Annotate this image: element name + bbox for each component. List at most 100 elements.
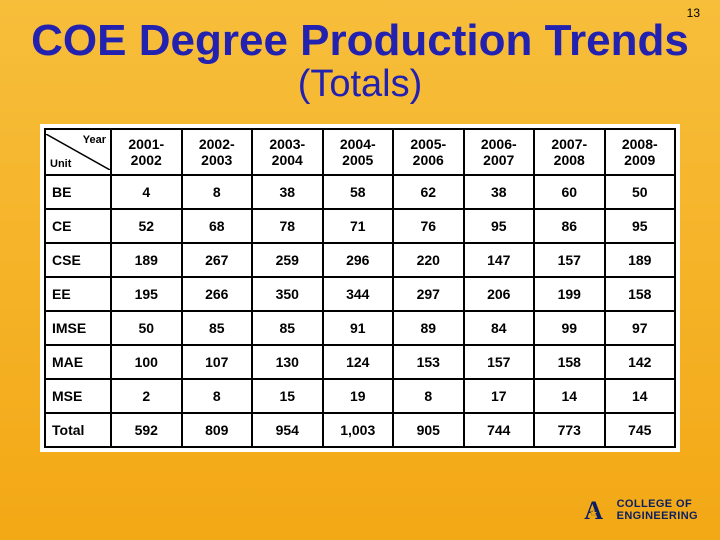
table-cell: 86 — [534, 209, 605, 243]
row-label: MSE — [45, 379, 111, 413]
table-cell: 153 — [393, 345, 464, 379]
col-header: 2007-2008 — [534, 129, 605, 175]
table-cell: 147 — [464, 243, 535, 277]
table-row: BE 4 8 38 58 62 38 60 50 — [45, 175, 675, 209]
table-cell: 8 — [182, 175, 253, 209]
table-cell: 4 — [111, 175, 182, 209]
row-label: Total — [45, 413, 111, 447]
table-cell: 15 — [252, 379, 323, 413]
table-cell: 1,003 — [323, 413, 394, 447]
row-label: CE — [45, 209, 111, 243]
table-cell: 809 — [182, 413, 253, 447]
table-cell: 8 — [182, 379, 253, 413]
table-cell: 267 — [182, 243, 253, 277]
table-cell: 8 — [393, 379, 464, 413]
table-cell: 14 — [605, 379, 676, 413]
table-cell: 76 — [393, 209, 464, 243]
table-cell: 38 — [464, 175, 535, 209]
slide: 13 COE Degree Production Trends (Totals)… — [0, 0, 720, 540]
table-cell: 199 — [534, 277, 605, 311]
table-cell: 95 — [605, 209, 676, 243]
table-cell: 189 — [605, 243, 676, 277]
table-cell: 50 — [111, 311, 182, 345]
col-header: 2003-2004 — [252, 129, 323, 175]
table-cell: 2 — [111, 379, 182, 413]
table-cell: 99 — [534, 311, 605, 345]
col-header: 2004-2005 — [323, 129, 394, 175]
table-row-total: Total 592 809 954 1,003 905 744 773 745 — [45, 413, 675, 447]
table-cell: 85 — [252, 311, 323, 345]
table-cell: 78 — [252, 209, 323, 243]
data-table-container: Year Unit 2001-2002 2002-2003 2003-2004 … — [40, 124, 680, 452]
table-cell: 592 — [111, 413, 182, 447]
footer-logo: A ★ COLLEGE OF ENGINEERING — [579, 498, 698, 524]
table-cell: 259 — [252, 243, 323, 277]
table-cell: 157 — [534, 243, 605, 277]
table-cell: 344 — [323, 277, 394, 311]
table-row: MAE 100 107 130 124 153 157 158 142 — [45, 345, 675, 379]
table-cell: 954 — [252, 413, 323, 447]
table-cell: 744 — [464, 413, 535, 447]
row-label: BE — [45, 175, 111, 209]
table-cell: 58 — [323, 175, 394, 209]
table-cell: 189 — [111, 243, 182, 277]
table-cell: 773 — [534, 413, 605, 447]
table-row: MSE 2 8 15 19 8 17 14 14 — [45, 379, 675, 413]
table-cell: 350 — [252, 277, 323, 311]
table-cell: 158 — [605, 277, 676, 311]
col-header: 2005-2006 — [393, 129, 464, 175]
footer-line2: ENGINEERING — [617, 511, 698, 523]
table-cell: 17 — [464, 379, 535, 413]
table-cell: 206 — [464, 277, 535, 311]
table-cell: 142 — [605, 345, 676, 379]
row-label: MAE — [45, 345, 111, 379]
row-label: IMSE — [45, 311, 111, 345]
col-header: 2008-2009 — [605, 129, 676, 175]
table-cell: 130 — [252, 345, 323, 379]
table-cell: 52 — [111, 209, 182, 243]
table-cell: 38 — [252, 175, 323, 209]
table-cell: 158 — [534, 345, 605, 379]
table-cell: 266 — [182, 277, 253, 311]
table-cell: 85 — [182, 311, 253, 345]
table-cell: 745 — [605, 413, 676, 447]
col-header: 2001-2002 — [111, 129, 182, 175]
table-cell: 195 — [111, 277, 182, 311]
table-cell: 62 — [393, 175, 464, 209]
table-cell: 296 — [323, 243, 394, 277]
table-cell: 84 — [464, 311, 535, 345]
uta-mark-icon: A ★ — [579, 498, 609, 524]
row-label: CSE — [45, 243, 111, 277]
table-cell: 89 — [393, 311, 464, 345]
table-header-row: Year Unit 2001-2002 2002-2003 2003-2004 … — [45, 129, 675, 175]
table-row: CE 52 68 78 71 76 95 86 95 — [45, 209, 675, 243]
slide-title-line2: (Totals) — [0, 64, 720, 106]
table-cell: 97 — [605, 311, 676, 345]
star-icon: ★ — [590, 508, 598, 519]
table-cell: 107 — [182, 345, 253, 379]
row-label: EE — [45, 277, 111, 311]
table-cell: 905 — [393, 413, 464, 447]
table-cell: 14 — [534, 379, 605, 413]
table-cell: 71 — [323, 209, 394, 243]
corner-label-unit: Unit — [50, 158, 71, 170]
table-corner-cell: Year Unit — [45, 129, 111, 175]
table-cell: 220 — [393, 243, 464, 277]
col-header: 2006-2007 — [464, 129, 535, 175]
table-cell: 100 — [111, 345, 182, 379]
table-row: CSE 189 267 259 296 220 147 157 189 — [45, 243, 675, 277]
table-cell: 297 — [393, 277, 464, 311]
footer-text: COLLEGE OF ENGINEERING — [617, 499, 698, 522]
table-row: IMSE 50 85 85 91 89 84 99 97 — [45, 311, 675, 345]
table-body: BE 4 8 38 58 62 38 60 50 CE 52 68 78 71 … — [45, 175, 675, 447]
table-cell: 68 — [182, 209, 253, 243]
table-row: EE 195 266 350 344 297 206 199 158 — [45, 277, 675, 311]
table-cell: 91 — [323, 311, 394, 345]
degree-production-table: Year Unit 2001-2002 2002-2003 2003-2004 … — [44, 128, 676, 448]
table-cell: 124 — [323, 345, 394, 379]
table-cell: 95 — [464, 209, 535, 243]
corner-label-year: Year — [83, 134, 106, 146]
page-number: 13 — [687, 6, 700, 20]
table-cell: 50 — [605, 175, 676, 209]
table-cell: 60 — [534, 175, 605, 209]
